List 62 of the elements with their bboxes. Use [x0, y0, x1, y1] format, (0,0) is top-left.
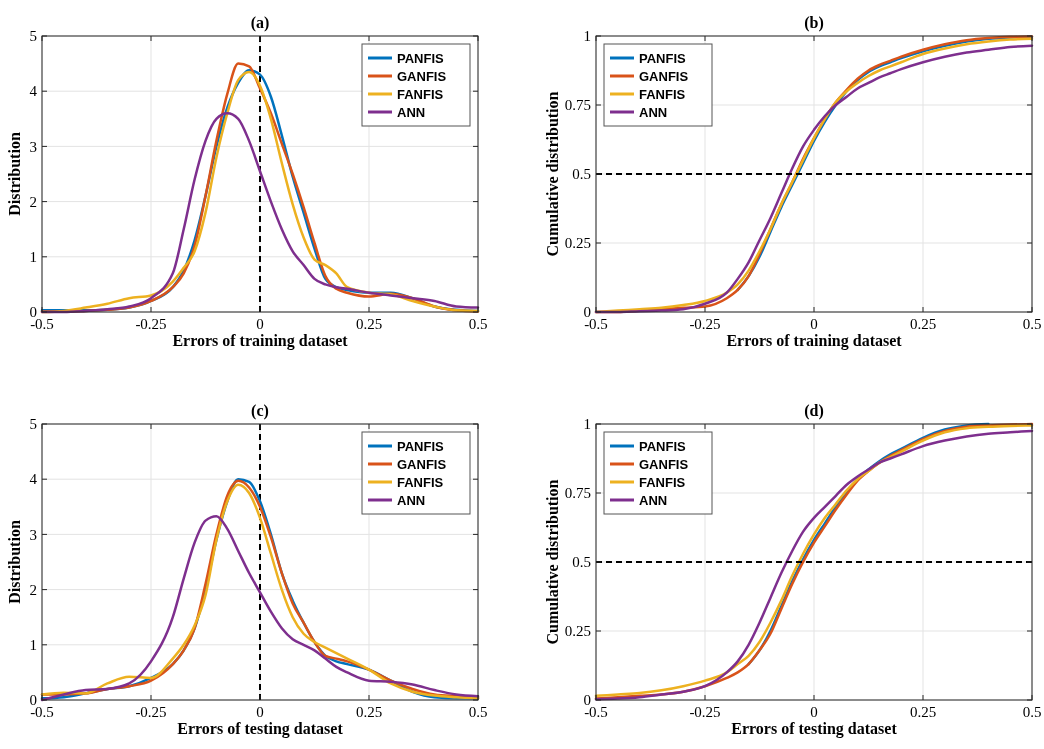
x-tick-label: 0: [810, 316, 818, 332]
y-tick-label: 1: [583, 28, 591, 45]
legend-label: FANFIS: [639, 86, 686, 102]
legend-label: ANN: [397, 492, 426, 508]
y-tick-label: 5: [29, 416, 37, 433]
x-tick-label: -0.25: [689, 316, 721, 332]
y-tick-label: 0.75: [564, 97, 591, 114]
x-tick-label: 0.5: [468, 704, 488, 720]
y-tick-label: 0.75: [564, 485, 591, 502]
legend-label: ANN: [639, 492, 668, 508]
x-tick-label: 0.25: [355, 316, 383, 332]
y-tick-label: 0.25: [564, 235, 591, 252]
y-tick-label: 0.5: [572, 166, 591, 183]
y-tick-label: 1: [29, 637, 37, 654]
legend-label: GANFIS: [397, 68, 447, 84]
legend-label: PANFIS: [639, 438, 687, 454]
y-tick-label: 4: [29, 83, 38, 100]
legend-label: PANFIS: [397, 50, 445, 66]
legend-label: PANFIS: [397, 438, 445, 454]
y-tick-label: 4: [29, 471, 38, 488]
chart-title: (a): [250, 14, 270, 32]
legend-label: FANFIS: [397, 474, 444, 490]
chart-title: (c): [251, 402, 269, 420]
x-axis-title: Errors of training dataset: [726, 332, 903, 350]
x-axis-title: Errors of training dataset: [172, 332, 349, 350]
legend-label: FANFIS: [639, 474, 686, 490]
legend-label: FANFIS: [397, 86, 444, 102]
x-tick-label: 0: [256, 704, 264, 720]
y-axis-title: Distribution: [6, 132, 23, 216]
x-tick-label: -0.25: [135, 704, 167, 720]
x-tick-label: 0.5: [1022, 316, 1042, 332]
legend-label: PANFIS: [639, 50, 687, 66]
x-axis-title: Errors of testing dataset: [177, 720, 344, 738]
y-tick-label: 0.25: [564, 623, 591, 640]
legend-label: GANFIS: [639, 456, 689, 472]
x-tick-label: 0: [810, 704, 818, 720]
legend-label: ANN: [397, 104, 426, 120]
x-tick-label: 0.5: [468, 316, 488, 332]
y-tick-label: 0.5: [572, 554, 591, 571]
legend-label: ANN: [639, 104, 668, 120]
y-axis-title: Distribution: [6, 520, 23, 604]
legend-label: GANFIS: [639, 68, 689, 84]
x-axis-title: Errors of testing dataset: [731, 720, 898, 738]
y-tick-label: 5: [29, 28, 37, 45]
y-axis-title: Cumulative distribution: [544, 479, 561, 645]
y-tick-label: 2: [29, 193, 37, 210]
x-tick-label: 0.25: [355, 704, 383, 720]
y-tick-label: 1: [583, 416, 591, 433]
y-tick-label: 2: [29, 581, 37, 598]
x-tick-label: 0.25: [909, 316, 937, 332]
x-tick-label: 0: [256, 316, 264, 332]
x-tick-label: 0.25: [909, 704, 937, 720]
y-tick-label: 1: [29, 249, 37, 266]
chart-title: (d): [804, 402, 824, 420]
legend-label: GANFIS: [397, 456, 447, 472]
y-tick-label: 3: [29, 526, 37, 543]
chart-title: (b): [804, 14, 824, 32]
y-tick-label: 3: [29, 138, 37, 155]
x-tick-label: -0.25: [135, 316, 167, 332]
y-axis-title: Cumulative distribution: [544, 91, 561, 257]
x-tick-label: -0.25: [689, 704, 721, 720]
x-tick-label: 0.5: [1022, 704, 1042, 720]
